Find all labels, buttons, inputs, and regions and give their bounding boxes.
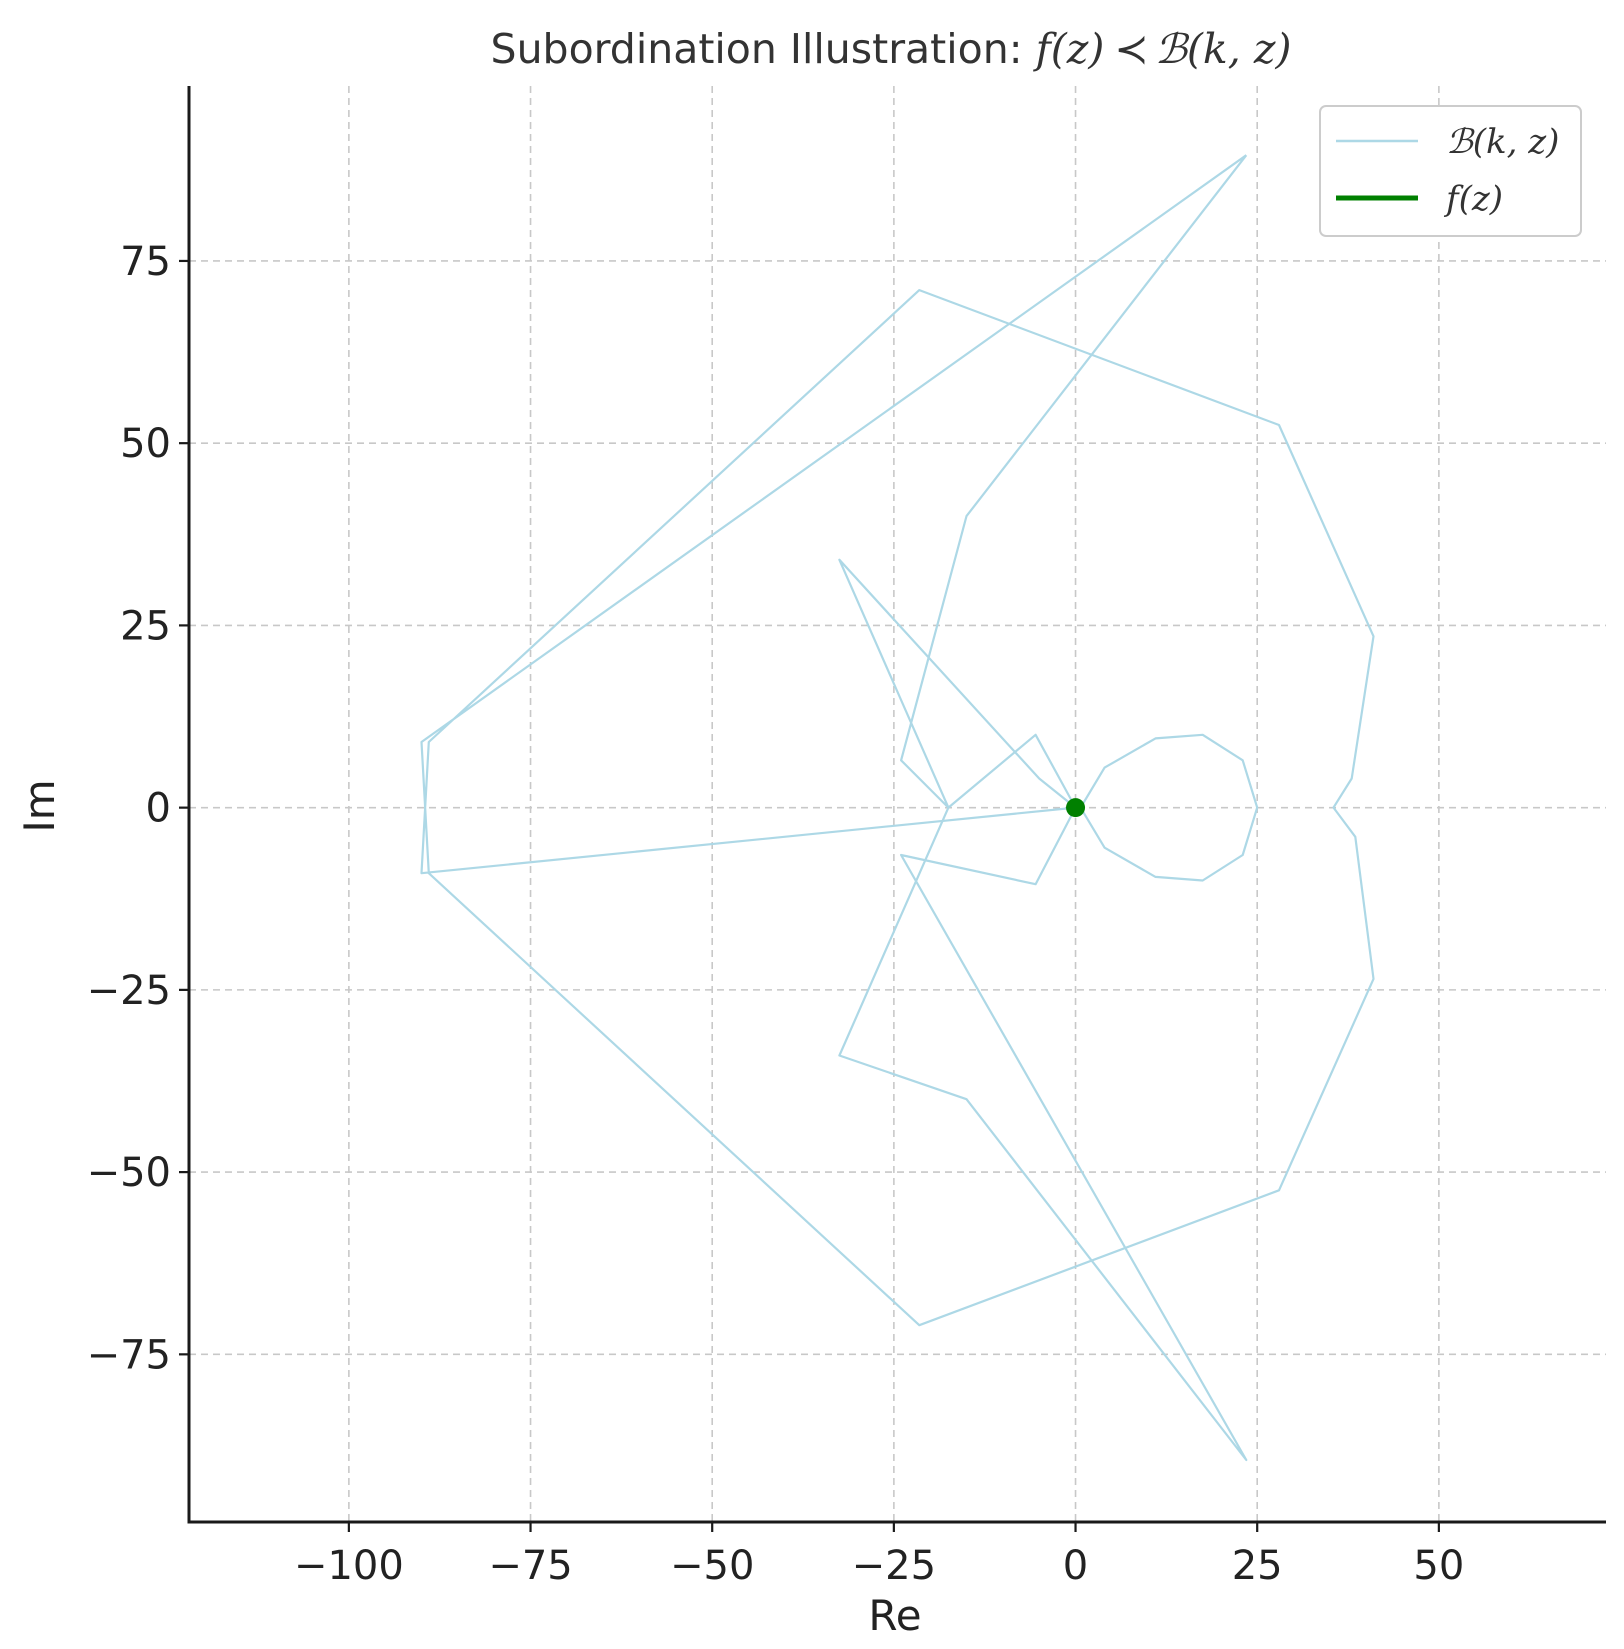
x-axis-label: Re <box>868 1591 921 1640</box>
y-axis-label: Im <box>15 779 64 832</box>
y-tick-label: −50 <box>87 1150 171 1196</box>
x-tick-label: 0 <box>1063 1543 1088 1589</box>
x-tick-label: −100 <box>294 1543 404 1589</box>
y-tick-label: 25 <box>120 603 171 649</box>
x-tick-label: −50 <box>670 1543 754 1589</box>
x-tick-label: −25 <box>852 1543 936 1589</box>
chart-title: Subordination Illustration: f(z) ≺ ℬ(k, z) <box>491 25 1292 73</box>
y-tick-label: −75 <box>87 1332 171 1378</box>
y-tick-label: 0 <box>146 786 171 832</box>
x-tick-label: −75 <box>488 1543 572 1589</box>
tick-labels: −100 −75 −50 −25 0 25 50 −75 −50 −25 0 25 50 75 <box>87 239 1465 1589</box>
x-tick-label: 50 <box>1413 1543 1464 1589</box>
series-f-marker <box>1066 798 1086 818</box>
y-tick-label: 50 <box>120 421 171 467</box>
y-tick-label: 75 <box>120 239 171 285</box>
plot-area <box>420 154 1375 1462</box>
legend-label-b: ℬ(k, z) <box>1446 122 1559 162</box>
legend-box <box>1319 105 1582 237</box>
x-tick-label: 25 <box>1232 1543 1283 1589</box>
y-tick-label: −25 <box>87 968 171 1014</box>
legend-label-f: f(z) <box>1443 179 1503 219</box>
legend: ℬ(k, z) f(z) <box>1319 105 1582 237</box>
axes <box>179 86 1606 1532</box>
